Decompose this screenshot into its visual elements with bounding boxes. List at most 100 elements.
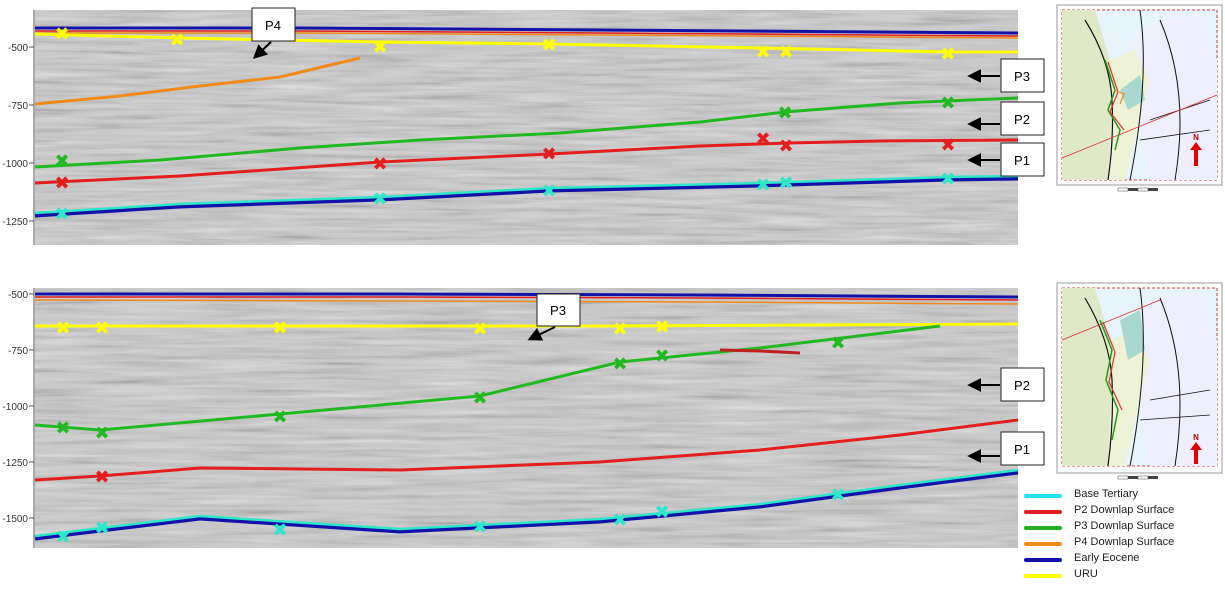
- depth-tick-label: -500: [8, 290, 28, 301]
- svg-text:✖: ✖: [755, 42, 770, 62]
- callout-p3: P3: [967, 58, 1045, 93]
- legend-label: Base Tertiary: [1074, 488, 1138, 500]
- north-arrow-icon: [1190, 442, 1202, 464]
- depth-tick-label: -1500: [2, 514, 28, 525]
- svg-text:✖: ✖: [94, 467, 109, 487]
- legend-swatch: [1024, 526, 1062, 530]
- legend-item: P4 Downlap Surface: [1022, 535, 1222, 551]
- svg-text:P2: P2: [1014, 112, 1030, 127]
- horizon-p2-downlap: [34, 138, 1019, 185]
- well-markers-bottom: ✖ ✖ ✖ ✖ ✖ ✖ ✖ ✖ ✖ ✖ ✖ ✖ ✖ ✖ ✖ ✖ ✖ ✖ ✖ ✖ …: [55, 317, 845, 547]
- horizon-p3-downlap: [34, 96, 1019, 169]
- svg-text:P2: P2: [1014, 378, 1030, 393]
- horizon-p2-downlap: [34, 418, 1019, 482]
- legend-label: Early Eocene: [1074, 552, 1140, 564]
- north-label: N: [1193, 433, 1199, 442]
- legend-label: P4 Downlap Surface: [1074, 536, 1175, 548]
- svg-text:✖: ✖: [54, 204, 69, 224]
- legend-label: P3 Downlap Surface: [1074, 520, 1175, 532]
- horizon-base-tertiary-overlay: [34, 468, 1019, 538]
- svg-text:✖: ✖: [372, 37, 387, 57]
- legend-swatch: [1024, 574, 1062, 578]
- svg-text:✖: ✖: [55, 318, 70, 338]
- svg-text:✖: ✖: [612, 510, 627, 530]
- svg-text:✖: ✖: [755, 129, 770, 149]
- svg-text:P4: P4: [265, 18, 281, 33]
- svg-text:✖: ✖: [272, 318, 287, 338]
- well-markers-top: ✖ ✖ ✖ ✖ ✖ ✖ ✖ ✖ ✖ ✖ ✖ ✖ ✖ ✖ ✖ ✖ ✖ ✖ ✖ ✖ …: [54, 24, 955, 224]
- legend-item: Early Eocene: [1022, 551, 1222, 567]
- callout-p3: P3: [527, 293, 581, 341]
- svg-text:✖: ✖: [94, 318, 109, 338]
- svg-text:✖: ✖: [778, 42, 793, 62]
- seabed-horizons: [35, 26, 1019, 39]
- svg-text:✖: ✖: [541, 35, 556, 55]
- north-label: N: [1193, 133, 1199, 142]
- svg-text:✖: ✖: [541, 144, 556, 164]
- svg-text:✖: ✖: [472, 517, 487, 537]
- depth-axis: -500 -750 -1000 -1250 -1500: [2, 288, 35, 548]
- location-map-top: N: [1056, 4, 1223, 192]
- callout-p1: P1: [967, 142, 1045, 177]
- svg-text:✖: ✖: [55, 527, 70, 547]
- depth-tick-label: -1000: [2, 402, 28, 413]
- horizon-base-tertiary: [34, 469, 1019, 541]
- depth-tick-label: -750: [8, 346, 28, 357]
- seismic-section-bottom: -500 -750 -1000 -1250 -1500 ✖ ✖ ✖ ✖ ✖ ✖ …: [2, 282, 1223, 548]
- horizon-base-tertiary: [34, 175, 1019, 218]
- legend-swatch: [1024, 494, 1062, 498]
- legend-item: P2 Downlap Surface: [1022, 503, 1222, 519]
- svg-text:✖: ✖: [654, 502, 669, 522]
- callout-p4: P4: [251, 7, 296, 59]
- callout-p2: P2: [967, 101, 1045, 136]
- callout-p1: P1: [967, 431, 1045, 466]
- svg-text:P1: P1: [1014, 153, 1030, 168]
- svg-text:✖: ✖: [372, 154, 387, 174]
- depth-tick-label: -1000: [2, 159, 28, 170]
- depth-tick-label: -750: [8, 101, 28, 112]
- horizon-lens-red: [719, 348, 801, 355]
- callout-p2: P2: [967, 367, 1045, 402]
- svg-text:✖: ✖: [778, 136, 793, 156]
- horizon-p3-downlap: [34, 324, 941, 432]
- svg-text:✖: ✖: [55, 418, 70, 438]
- svg-text:✖: ✖: [54, 173, 69, 193]
- svg-text:✖: ✖: [940, 44, 955, 64]
- depth-tick-label: -1250: [2, 458, 28, 469]
- svg-text:✖: ✖: [94, 423, 109, 443]
- svg-text:✖: ✖: [654, 346, 669, 366]
- legend-item: Base Tertiary: [1022, 487, 1222, 503]
- horizon-uru: [35, 322, 1019, 328]
- horizon-legend: Base Tertiary P2 Downlap Surface P3 Down…: [1022, 487, 1222, 583]
- legend-swatch: [1024, 558, 1062, 562]
- north-arrow-icon: [1190, 142, 1202, 166]
- svg-text:✖: ✖: [54, 151, 69, 171]
- svg-text:P3: P3: [550, 303, 566, 318]
- legend-swatch: [1024, 510, 1062, 514]
- seismic-panel-top: -500 -750 -1000 -1250 ✖ ✖ ✖ ✖ ✖ ✖ ✖ ✖ ✖ …: [0, 0, 1225, 250]
- location-map-bottom: N: [1056, 282, 1223, 480]
- legend-label: URU: [1074, 568, 1098, 580]
- svg-text:✖: ✖: [94, 518, 109, 538]
- legend-label: P2 Downlap Surface: [1074, 504, 1175, 516]
- depth-tick-label: -1250: [2, 217, 28, 228]
- svg-text:✖: ✖: [541, 181, 556, 201]
- svg-text:✖: ✖: [940, 93, 955, 113]
- svg-text:✖: ✖: [612, 319, 627, 339]
- horizon-p4-downlap: [34, 56, 361, 106]
- svg-text:✖: ✖: [169, 30, 184, 50]
- svg-text:P1: P1: [1014, 442, 1030, 457]
- svg-text:✖: ✖: [830, 485, 845, 505]
- svg-text:✖: ✖: [755, 175, 770, 195]
- svg-text:✖: ✖: [54, 24, 69, 44]
- svg-text:✖: ✖: [272, 407, 287, 427]
- svg-text:✖: ✖: [472, 388, 487, 408]
- svg-text:✖: ✖: [612, 354, 627, 374]
- legend-swatch: [1024, 542, 1062, 546]
- svg-text:✖: ✖: [372, 189, 387, 209]
- horizon-uru: [34, 32, 1018, 54]
- seismic-section-top: -500 -750 -1000 -1250 ✖ ✖ ✖ ✖ ✖ ✖ ✖ ✖ ✖ …: [2, 4, 1223, 245]
- svg-text:✖: ✖: [777, 103, 792, 123]
- depth-tick-label: -500: [8, 43, 28, 54]
- legend-item: URU: [1022, 567, 1222, 583]
